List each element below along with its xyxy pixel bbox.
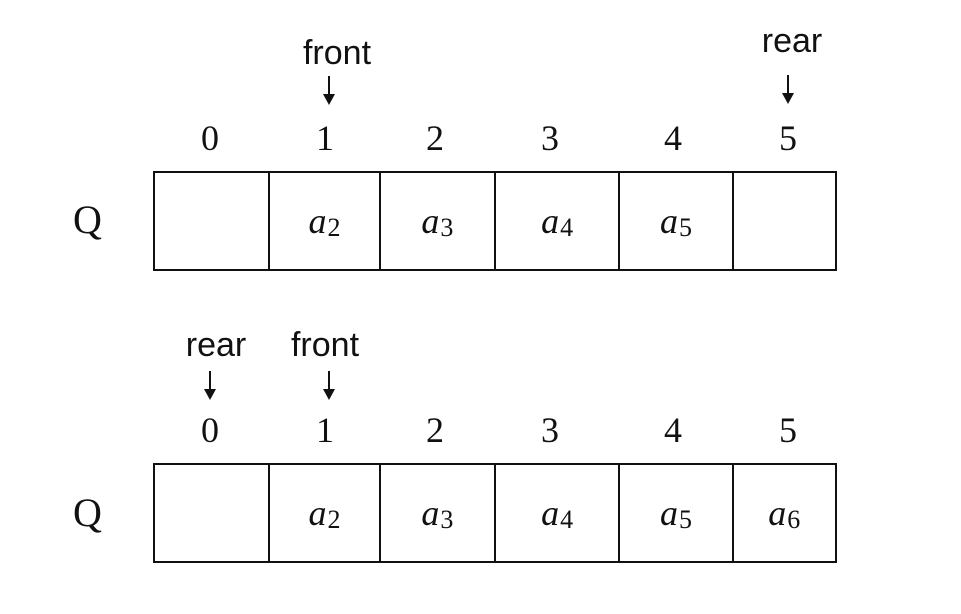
queue-cell: [731, 173, 835, 269]
index-label: 4: [664, 118, 682, 158]
index-label: 5: [779, 118, 797, 158]
index-label: 0: [201, 410, 219, 450]
front-pointer-arrow-icon: [321, 76, 337, 106]
queue-name-label: Q: [73, 490, 102, 535]
index-label: 2: [426, 118, 444, 158]
index-label: 1: [316, 410, 334, 450]
index-label: 3: [541, 410, 559, 450]
front-pointer-label: front: [302, 34, 372, 72]
queue-cell: [155, 465, 268, 561]
rear-pointer-label: rear: [185, 326, 247, 364]
rear-pointer-label: rear: [761, 22, 823, 60]
queue-cell: [155, 173, 268, 269]
index-label: 3: [541, 118, 559, 158]
front-pointer-label: front: [290, 326, 360, 364]
index-label: 5: [779, 410, 797, 450]
index-label: 2: [426, 410, 444, 450]
rear-pointer-arrow-icon: [780, 75, 796, 105]
index-label: 0: [201, 118, 219, 158]
rear-pointer-arrow-icon: [202, 371, 218, 401]
index-label: 1: [316, 118, 334, 158]
queue-name-label: Q: [73, 197, 102, 242]
front-pointer-arrow-icon: [321, 371, 337, 401]
index-label: 4: [664, 410, 682, 450]
